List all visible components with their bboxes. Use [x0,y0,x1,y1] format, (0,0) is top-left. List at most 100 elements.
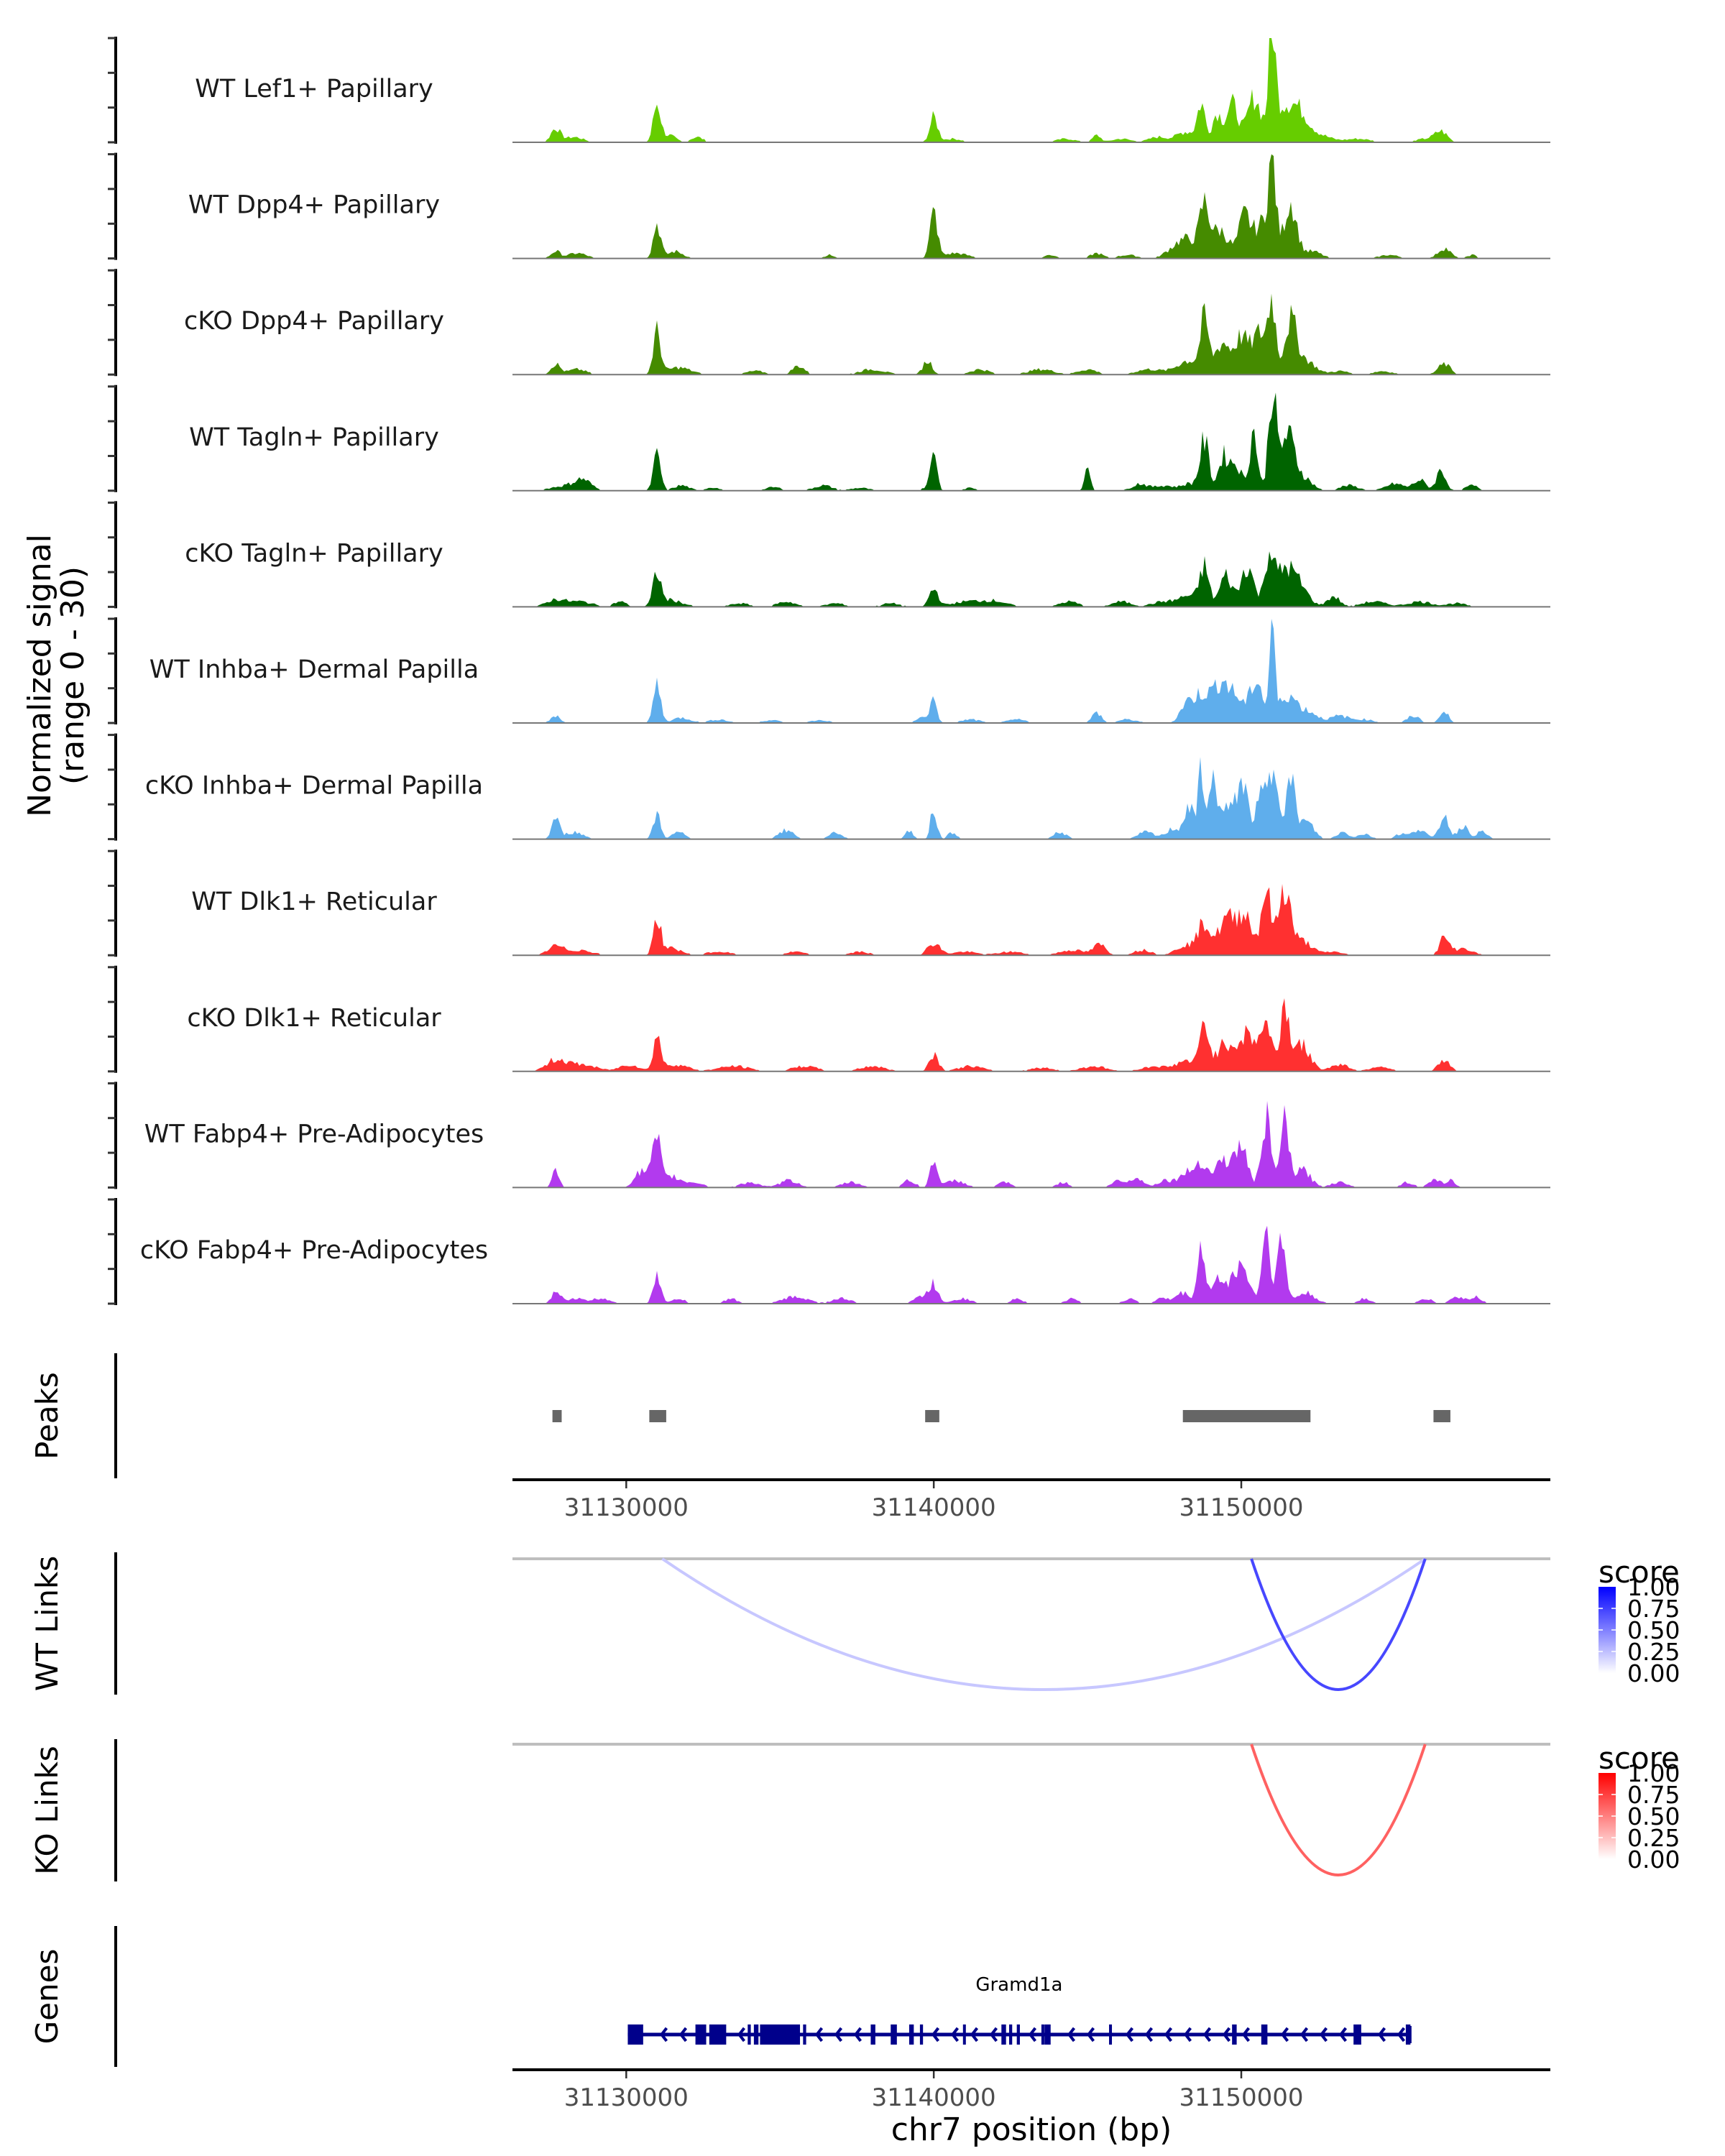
legend-wt-title: score [1598,1554,1680,1590]
strand-arrow [931,2027,940,2042]
coverage-track: WT Dpp4+ Papillary [108,152,1550,260]
gene-exon [908,2024,914,2045]
coverage-area [512,1225,1550,1304]
coverage-area [512,38,1550,142]
strand-arrow [1164,2027,1173,2042]
ko-links-track-title: KO Links [29,1746,65,1875]
track-label: WT Lef1+ Papillary [195,75,433,103]
legend-label: 0.25 [1627,1824,1680,1852]
gene-exon [1109,2024,1113,2045]
gene-exon [1232,2024,1237,2045]
gene-name: Gramd1a [975,1974,1062,1996]
gene-exon [919,2024,924,2045]
coverage-tracks: WT Lef1+ Papillary WT Dpp4+ Papillary cKO … [108,37,1550,1305]
x-axis-middle: 31130000 31140000 31150000 [512,1478,1550,1522]
track-label: cKO Tagln+ Papillary [185,539,443,568]
gene-exon [1353,2024,1361,2045]
track-label: WT Tagln+ Papillary [189,423,439,452]
strand-arrow [737,2027,746,2042]
gene-exon [1261,2024,1268,2045]
coverage-area [512,757,1550,839]
ko-links-track: KO Links [29,1739,1550,1881]
strand-arrow [1241,2027,1251,2042]
gene-exon [1041,2024,1044,2045]
gene-exon [748,2024,751,2045]
strand-arrow [1067,2027,1076,2042]
strand-arrow [814,2027,824,2042]
gene-exon [1001,2024,1006,2045]
strand-arrow [1377,2027,1386,2042]
coverage-area [512,551,1550,607]
peak-region [1433,1410,1450,1422]
coverage-track: WT Tagln+ Papillary [108,384,1550,492]
coverage-area [512,1100,1550,1188]
gene-exon [760,2024,801,2045]
strand-arrow [1202,2027,1212,2042]
coverage-track: WT Lef1+ Papillary [108,37,1550,144]
legend-label: 0.75 [1627,1595,1680,1623]
gene-exon [1008,2024,1013,2045]
track-label: cKO Dpp4+ Papillary [184,307,444,336]
y-axis-title: Normalized signal (range 0 - 30) [22,534,91,817]
x-axis-bottom: chr7 position (bp) 31130000 31140000 31150… [512,2068,1550,2148]
strand-arrow [1144,2027,1154,2042]
strand-arrow [1028,2027,1037,2042]
link-arc [1250,1558,1427,1691]
gene-exon [803,2024,806,2045]
gene-exon [962,2024,966,2045]
coverage-area [512,619,1550,723]
track-label: WT Fabp4+ Pre-Adipocytes [144,1120,484,1148]
gene-exon [1016,2024,1020,2045]
x-tick-label: 31150000 [1179,2083,1303,2112]
strand-arrow [659,2027,668,2042]
legend-label: 0.50 [1627,1616,1680,1644]
legend-label: 0.75 [1627,1781,1680,1809]
legend-label: 0.00 [1627,1846,1680,1874]
genes-track: Genes Gramd1a [29,1926,1412,2067]
gene-exon [870,2024,875,2045]
strand-arrow [950,2027,960,2042]
coverage-track: cKO Dpp4+ Papillary [108,269,1550,377]
strand-arrow [1183,2027,1192,2042]
strand-arrow [989,2027,998,2042]
strand-arrow [1319,2027,1328,2042]
y-axis-title-line1: Normalized signal [22,534,58,817]
legend-label: 0.25 [1627,1638,1680,1666]
coverage-track: WT Dlk1+ Reticular [108,849,1550,957]
legend-label: 1.00 [1627,1759,1680,1787]
x-tick-label: 31130000 [564,1493,689,1522]
strand-arrow [970,2027,979,2042]
gene-exon [695,2024,707,2045]
x-tick-label: 31150000 [1179,1493,1303,1522]
link-arc [1250,1743,1427,1876]
track-label: WT Dlk1+ Reticular [191,888,437,916]
coverage-area [512,154,1550,259]
link-arc [661,1557,1426,1691]
legend-ko-links: score 1.000.750.500.250.00 [1598,1741,1680,1874]
strand-arrow [1086,2027,1095,2042]
coverage-track: cKO Tagln+ Papillary [108,501,1550,609]
coverage-track: cKO Fabp4+ Pre-Adipocytes [108,1198,1550,1305]
track-label: WT Inhba+ Dermal Papilla [150,655,479,684]
gene-exon [891,2024,897,2045]
strand-arrow [834,2027,843,2042]
strand-arrow [1397,2027,1406,2042]
coverage-area [512,884,1550,956]
peaks-track-title: Peaks [29,1372,65,1460]
coverage-track: cKO Inhba+ Dermal Papilla [108,733,1550,841]
wt-links-track: WT Links [29,1552,1550,1695]
coverage-area [512,998,1550,1072]
track-label: cKO Fabp4+ Pre-Adipocytes [140,1236,488,1265]
legend-label: 0.50 [1627,1802,1680,1830]
strand-arrow [1338,2027,1348,2042]
strand-arrow [1280,2027,1289,2042]
peak-region [649,1410,666,1422]
track-label: WT Dpp4+ Papillary [188,191,440,220]
coverage-track: cKO Dlk1+ Reticular [108,965,1550,1073]
legend-ko-title: score [1598,1741,1680,1776]
gene-exon [1405,2024,1411,2045]
genes-track-title: Genes [29,1949,65,2045]
legend-label: 1.00 [1627,1573,1680,1601]
coverage-track: WT Inhba+ Dermal Papilla [108,617,1550,724]
